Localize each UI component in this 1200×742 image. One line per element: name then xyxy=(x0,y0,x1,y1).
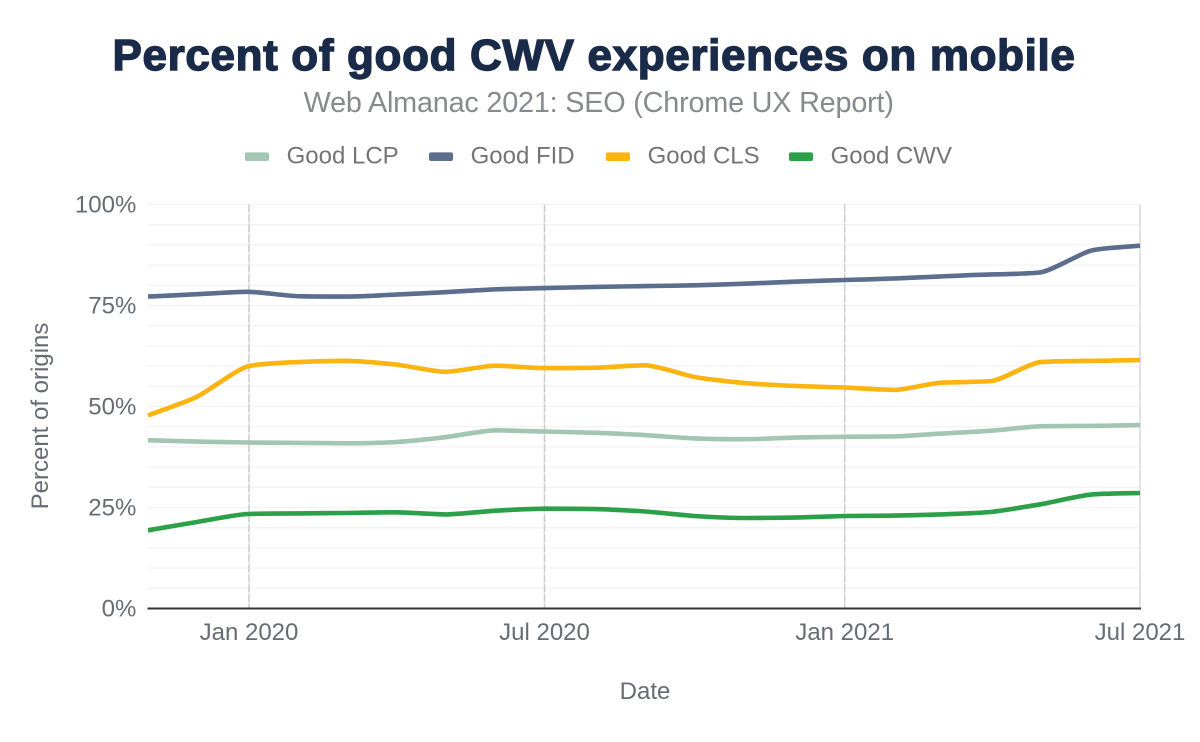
svg-text:Jan 2021: Jan 2021 xyxy=(795,619,894,646)
svg-text:Percent of origins: Percent of origins xyxy=(27,323,54,510)
svg-text:50%: 50% xyxy=(88,393,136,420)
svg-text:0%: 0% xyxy=(102,595,137,622)
svg-text:Jul 2020: Jul 2020 xyxy=(499,619,590,646)
svg-text:75%: 75% xyxy=(88,292,136,319)
svg-text:25%: 25% xyxy=(88,494,136,521)
svg-text:Good CWV: Good CWV xyxy=(831,143,952,170)
svg-text:100%: 100% xyxy=(75,191,136,218)
svg-text:Date: Date xyxy=(620,678,671,705)
svg-text:Good CLS: Good CLS xyxy=(648,143,760,170)
svg-text:Jul 2021: Jul 2021 xyxy=(1095,619,1186,646)
svg-text:Jan 2020: Jan 2020 xyxy=(200,619,299,646)
svg-text:Percent of good CWV experience: Percent of good CWV experiences on mobil… xyxy=(112,31,1075,80)
svg-text:Good FID: Good FID xyxy=(471,143,575,170)
svg-text:Web Almanac 2021: SEO (Chrome: Web Almanac 2021: SEO (Chrome UX Report) xyxy=(304,87,894,119)
svg-text:Good LCP: Good LCP xyxy=(287,143,399,170)
